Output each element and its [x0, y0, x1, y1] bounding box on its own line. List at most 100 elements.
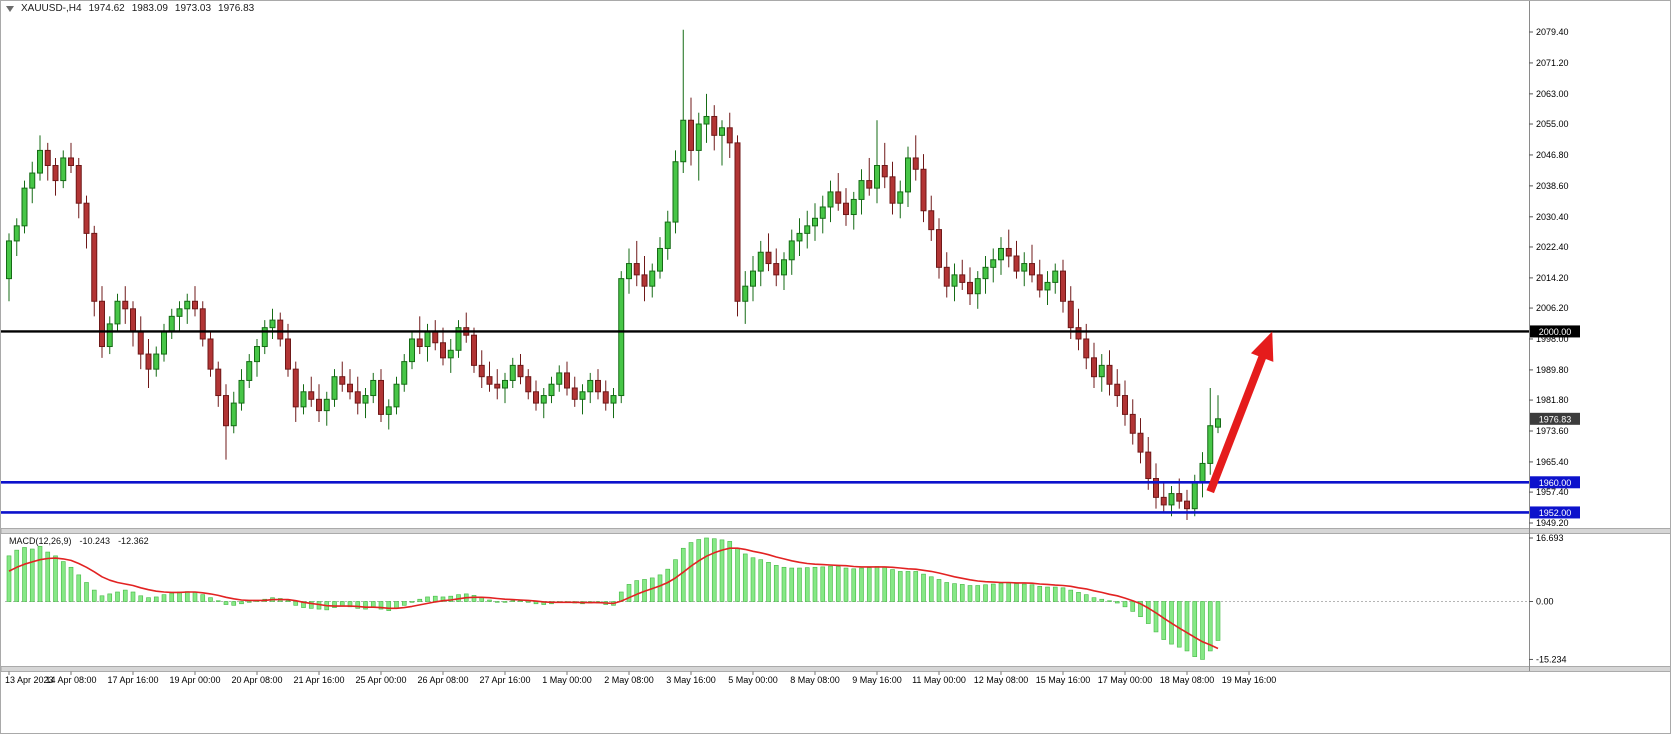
candle-body — [44, 149, 51, 167]
candle-body — [827, 191, 834, 208]
candle-body — [409, 338, 415, 363]
macd-histogram-bar — [851, 568, 857, 602]
candle-body — [796, 232, 803, 242]
macd-histogram-bar — [60, 561, 66, 602]
macd-histogram-bar — [634, 580, 640, 602]
candle-body — [672, 161, 679, 223]
macd-histogram-bar — [91, 589, 97, 602]
candle-body — [416, 338, 423, 348]
candle-body — [122, 300, 129, 310]
candle-body — [633, 263, 640, 276]
candle-body — [1106, 364, 1113, 385]
macd-histogram-bar — [936, 579, 942, 602]
candle-body — [362, 395, 369, 404]
candle-body — [1075, 327, 1082, 340]
macd-histogram-bar — [99, 595, 105, 602]
panel-splitter — [1, 666, 1670, 672]
candle-body — [866, 180, 873, 189]
time-tick-label: 20 Apr 08:00 — [231, 675, 282, 685]
time-tick-label: 8 May 08:00 — [790, 675, 840, 685]
candle-body — [424, 330, 431, 348]
candle-body — [432, 330, 439, 344]
macd-histogram-bar — [29, 548, 35, 602]
candle-body — [905, 157, 911, 193]
price-tick-label: 1965.40 — [1536, 457, 1569, 467]
candle-body — [323, 398, 330, 412]
price-tick-label: 1998.00 — [1536, 334, 1569, 344]
candle-body — [874, 165, 880, 189]
macd-indicator-label: MACD(12,26,9) -10.243 -12.362 — [9, 536, 149, 546]
macd-histogram-bar — [432, 595, 438, 602]
candle-body — [215, 368, 222, 397]
macd-histogram-bar — [1153, 601, 1159, 633]
macd-name: MACD(12,26,9) — [9, 536, 72, 546]
candle-body — [517, 364, 524, 378]
candle-body — [176, 308, 183, 317]
candle-body — [835, 191, 842, 204]
candle-body — [711, 115, 718, 136]
candle-body — [982, 266, 989, 280]
macd-tick-label: 16.693 — [1536, 533, 1564, 543]
price-tick-label: 1989.80 — [1536, 365, 1569, 375]
candle-body — [393, 383, 400, 408]
chart-title: XAUUSD-,H4 1974.62 1983.09 1973.03 1976.… — [6, 3, 254, 14]
macd-histogram-bar — [688, 542, 694, 602]
macd-panel — [5, 537, 1529, 660]
time-tick-label: 14 Apr 08:00 — [45, 675, 96, 685]
candle-body — [83, 202, 90, 234]
macd-histogram-bar — [1014, 583, 1019, 602]
candle-body — [556, 372, 563, 385]
macd-histogram-bar — [76, 574, 82, 602]
candle-body — [447, 349, 454, 359]
macd-axis: 16.693 0.00 -15.234 — [1529, 533, 1567, 664]
ohlc-close: 1976.83 — [218, 3, 255, 14]
candle-body — [192, 300, 198, 310]
macd-histogram-bar — [742, 553, 748, 602]
candle-body — [385, 406, 392, 415]
macd-histogram-bar — [14, 549, 20, 602]
macd-histogram-bar — [215, 600, 221, 602]
price-level-label — [1530, 506, 1580, 519]
time-tick-label: 17 Apr 16:00 — [107, 675, 158, 685]
macd-histogram-bar — [719, 539, 725, 602]
ohlc-high: 1983.09 — [131, 3, 168, 14]
macd-histogram-bar — [1161, 601, 1167, 640]
candle-body — [548, 383, 555, 397]
trend-arrow[interactable] — [1206, 331, 1274, 494]
macd-histogram-bar — [285, 600, 291, 602]
candle-body — [455, 327, 462, 351]
candle-body — [990, 259, 997, 268]
macd-histogram-bar — [1099, 598, 1105, 602]
candle-body — [1091, 357, 1097, 378]
macd-histogram-bar — [153, 596, 159, 602]
symbol-period-label: XAUUSD-,H4 — [21, 3, 82, 14]
macd-histogram-bar — [1076, 592, 1081, 602]
candle-body — [936, 229, 942, 268]
price-tick-label: 1973.60 — [1536, 426, 1569, 436]
candle-body — [347, 383, 353, 393]
candle-body — [595, 379, 601, 393]
panel-splitters[interactable] — [1, 528, 1671, 672]
candle-body — [269, 319, 276, 329]
price-levels[interactable]: 2000.00 1960.00 1952.00 1976.83 — [1, 325, 1580, 519]
candle-body — [788, 240, 795, 261]
candle-body — [1083, 338, 1090, 359]
macd-histogram-bar — [711, 538, 717, 602]
candle-body — [114, 300, 121, 325]
macd-histogram-bar — [355, 601, 361, 609]
macd-histogram-bar — [1068, 589, 1074, 602]
macd-histogram-bar — [122, 589, 128, 602]
candle-body — [928, 210, 935, 231]
candle-body — [680, 119, 687, 163]
macd-histogram-bar — [1184, 601, 1190, 652]
candle-body — [951, 274, 958, 287]
candle-body — [967, 281, 973, 295]
candle-body — [308, 391, 315, 400]
macd-histogram-bar — [859, 567, 864, 602]
candle-body — [850, 198, 857, 216]
macd-histogram-bar — [890, 569, 895, 602]
macd-histogram-bar — [1037, 585, 1043, 602]
